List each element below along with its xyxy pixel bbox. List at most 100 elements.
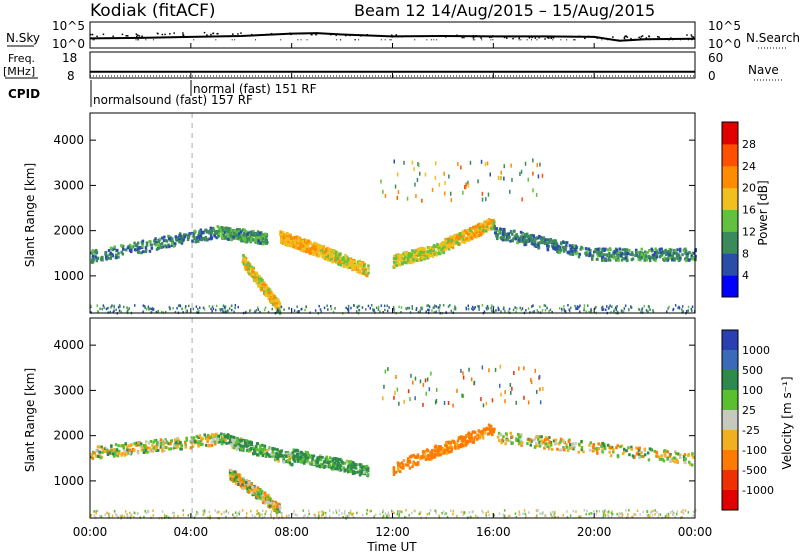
velocity-cell [548,440,551,444]
power-ground-cell [382,311,384,314]
velocity-ground-cell [293,510,295,513]
power-cell [496,233,500,237]
power-cell [150,246,154,250]
velocity-cell [510,435,514,439]
power-cell [264,292,268,296]
nave-label: Nave [748,63,779,77]
velocity-cell [255,445,258,448]
power-ground-cell [486,305,489,308]
velocity-cell [100,455,104,459]
velocity-ground-cell [195,513,197,517]
power-cell [220,226,224,230]
power-ground-cell [271,307,273,311]
power-ground-cell [279,310,281,313]
velocity-cell [256,442,260,446]
power-cell [269,290,272,294]
power-cell [514,237,518,241]
power-streak-cell [467,180,469,185]
power-cell [422,250,426,254]
power-ground-cell [624,304,627,307]
velocity-ground-cell [618,515,620,518]
velocity-cell [338,466,341,470]
power-ground-cell [674,304,677,307]
power-colorbar-swatch [722,231,738,254]
velocity-cell [331,463,335,466]
power-ground-cell [605,308,607,312]
power-cell [628,249,631,253]
velocity-cell [196,441,200,445]
velocity-ground-cell [238,510,241,513]
velocity-cell [168,447,171,451]
nsky-point [330,33,332,36]
power-streak-cell [519,172,521,176]
freq-tick-top: 18 [62,51,77,65]
velocity-ground-cell [302,509,305,512]
velocity-cell [222,433,226,436]
velocity-ground-cell [482,511,484,514]
velocity-ground-cell [202,509,204,513]
power-cell [170,244,174,247]
power-ground-cell [544,304,547,307]
power-cell [218,226,221,230]
power-cell [418,247,422,251]
power-cell [225,231,228,235]
power-cell [646,251,649,255]
nsearch-point [92,39,94,41]
velocity-ground-cell [608,510,610,513]
power-ground-cell [472,308,474,312]
velocity-cell [262,495,265,499]
velocity-cell [271,447,274,450]
velocity-ground-cell [646,514,649,517]
velocity-cell [548,436,551,440]
velocity-cell [505,434,509,438]
velocity-cell [679,453,682,457]
velocity-cell [247,444,250,448]
power-cell [244,232,247,236]
power-cell [116,248,119,252]
power-ground-cell [615,306,617,309]
velocity-cell [465,439,469,443]
power-cell [115,256,118,259]
velocity-cell [612,448,615,452]
velocity-ground-cell [628,509,630,512]
velocity-cell [343,461,347,465]
power-cell [263,290,266,294]
power-cell [431,247,435,251]
power-cell [650,256,653,260]
power-cell [461,240,464,244]
power-cell [258,231,262,235]
nsky-point [206,34,208,36]
velocity-ground-cell [147,509,149,513]
velocity-cell [662,459,666,463]
power-cell [278,305,282,309]
power-cell [273,300,276,304]
velocity-cell [230,478,234,482]
velocity-cell [496,435,500,439]
power-cell [436,242,439,246]
power-ylabel: Slant Range [km] [23,163,37,267]
power-cell [174,237,178,241]
power-cell [433,250,436,254]
velocity-cell [285,452,288,456]
velocity-cell [683,458,687,462]
velocity-cell [273,458,277,462]
velocity-cell [480,432,484,435]
power-cell [260,240,264,244]
power-cell [124,248,128,252]
power-ground-cell [621,309,623,313]
power-cell [158,243,162,247]
velocity-cell [105,449,108,452]
nsky-point [538,36,540,39]
velocity-cell [435,447,438,451]
velocity-cell [312,454,316,458]
velocity-ground-cell [133,516,135,519]
velocity-cell [438,446,442,450]
power-cell [411,249,414,253]
power-cell [254,276,257,280]
power-cell [130,245,133,249]
velocity-cell [646,451,650,455]
power-cell [547,244,550,248]
velocity-cell [648,447,652,451]
power-cell [569,252,573,256]
